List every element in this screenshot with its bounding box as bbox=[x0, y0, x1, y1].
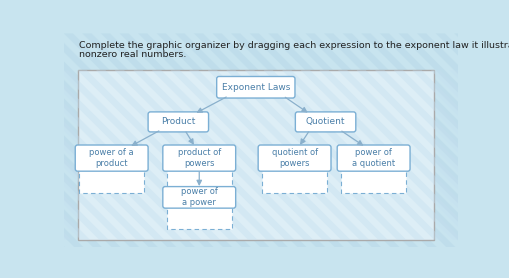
Polygon shape bbox=[133, 70, 313, 240]
Polygon shape bbox=[361, 33, 509, 247]
Polygon shape bbox=[0, 33, 9, 247]
Polygon shape bbox=[175, 33, 400, 247]
FancyBboxPatch shape bbox=[167, 203, 232, 229]
Polygon shape bbox=[491, 33, 509, 247]
Text: power of a
product: power of a product bbox=[90, 148, 134, 168]
Polygon shape bbox=[412, 70, 509, 240]
Polygon shape bbox=[101, 33, 326, 247]
Polygon shape bbox=[268, 33, 493, 247]
Polygon shape bbox=[264, 70, 443, 240]
Text: Product: Product bbox=[161, 117, 195, 126]
Polygon shape bbox=[157, 33, 381, 247]
Polygon shape bbox=[0, 33, 214, 247]
Polygon shape bbox=[417, 33, 509, 247]
Polygon shape bbox=[375, 70, 509, 240]
Polygon shape bbox=[468, 70, 509, 240]
Polygon shape bbox=[138, 33, 363, 247]
FancyBboxPatch shape bbox=[337, 145, 410, 171]
Polygon shape bbox=[0, 70, 90, 240]
Polygon shape bbox=[0, 33, 28, 247]
Polygon shape bbox=[0, 33, 177, 247]
FancyBboxPatch shape bbox=[295, 112, 356, 132]
FancyBboxPatch shape bbox=[163, 145, 236, 171]
FancyBboxPatch shape bbox=[148, 112, 209, 132]
Text: quotient of
powers: quotient of powers bbox=[271, 148, 318, 168]
Text: power of
a power: power of a power bbox=[181, 187, 218, 207]
Polygon shape bbox=[399, 33, 509, 247]
Polygon shape bbox=[0, 33, 65, 247]
Polygon shape bbox=[282, 70, 462, 240]
Polygon shape bbox=[338, 70, 509, 240]
Polygon shape bbox=[208, 70, 387, 240]
Polygon shape bbox=[0, 33, 195, 247]
Polygon shape bbox=[394, 70, 509, 240]
Polygon shape bbox=[0, 33, 84, 247]
Polygon shape bbox=[0, 70, 164, 240]
Polygon shape bbox=[82, 33, 307, 247]
Polygon shape bbox=[454, 33, 509, 247]
Polygon shape bbox=[436, 33, 509, 247]
Polygon shape bbox=[26, 33, 251, 247]
Polygon shape bbox=[0, 70, 108, 240]
Polygon shape bbox=[343, 33, 509, 247]
Polygon shape bbox=[0, 70, 127, 240]
Polygon shape bbox=[245, 70, 425, 240]
Polygon shape bbox=[0, 33, 139, 247]
Polygon shape bbox=[194, 33, 418, 247]
Polygon shape bbox=[301, 70, 480, 240]
Polygon shape bbox=[115, 70, 295, 240]
Polygon shape bbox=[0, 33, 102, 247]
FancyBboxPatch shape bbox=[75, 145, 148, 171]
Polygon shape bbox=[319, 70, 499, 240]
Polygon shape bbox=[380, 33, 509, 247]
Polygon shape bbox=[305, 33, 509, 247]
Polygon shape bbox=[3, 70, 183, 240]
Polygon shape bbox=[249, 33, 474, 247]
Polygon shape bbox=[0, 70, 146, 240]
Polygon shape bbox=[8, 33, 233, 247]
Text: Quotient: Quotient bbox=[306, 117, 345, 126]
Polygon shape bbox=[59, 70, 239, 240]
Polygon shape bbox=[449, 70, 509, 240]
Polygon shape bbox=[120, 33, 344, 247]
Polygon shape bbox=[357, 70, 509, 240]
Polygon shape bbox=[45, 33, 270, 247]
FancyBboxPatch shape bbox=[167, 167, 232, 193]
Polygon shape bbox=[22, 70, 202, 240]
Polygon shape bbox=[212, 33, 437, 247]
Text: product of
powers: product of powers bbox=[178, 148, 221, 168]
Polygon shape bbox=[64, 33, 289, 247]
Polygon shape bbox=[0, 33, 158, 247]
Polygon shape bbox=[96, 70, 276, 240]
FancyBboxPatch shape bbox=[217, 76, 295, 98]
Polygon shape bbox=[287, 33, 509, 247]
FancyBboxPatch shape bbox=[163, 187, 236, 208]
Polygon shape bbox=[0, 33, 47, 247]
FancyBboxPatch shape bbox=[341, 167, 406, 193]
Text: Exponent Laws: Exponent Laws bbox=[221, 83, 290, 92]
Polygon shape bbox=[231, 33, 456, 247]
Polygon shape bbox=[152, 70, 332, 240]
Text: power of
a quotient: power of a quotient bbox=[352, 148, 395, 168]
Text: nonzero real numbers.: nonzero real numbers. bbox=[79, 49, 186, 59]
Polygon shape bbox=[505, 70, 509, 240]
Polygon shape bbox=[473, 33, 509, 247]
Polygon shape bbox=[171, 70, 350, 240]
Text: Complete the graphic organizer by dragging each expression to the exponent law i: Complete the graphic organizer by draggi… bbox=[79, 41, 509, 50]
Polygon shape bbox=[77, 70, 258, 240]
Polygon shape bbox=[487, 70, 509, 240]
FancyBboxPatch shape bbox=[262, 167, 327, 193]
FancyBboxPatch shape bbox=[77, 70, 434, 240]
FancyBboxPatch shape bbox=[79, 167, 144, 193]
Polygon shape bbox=[0, 33, 121, 247]
Polygon shape bbox=[189, 70, 369, 240]
Polygon shape bbox=[431, 70, 509, 240]
Polygon shape bbox=[40, 70, 220, 240]
Polygon shape bbox=[0, 70, 71, 240]
Polygon shape bbox=[227, 70, 406, 240]
Polygon shape bbox=[324, 33, 509, 247]
FancyBboxPatch shape bbox=[258, 145, 331, 171]
